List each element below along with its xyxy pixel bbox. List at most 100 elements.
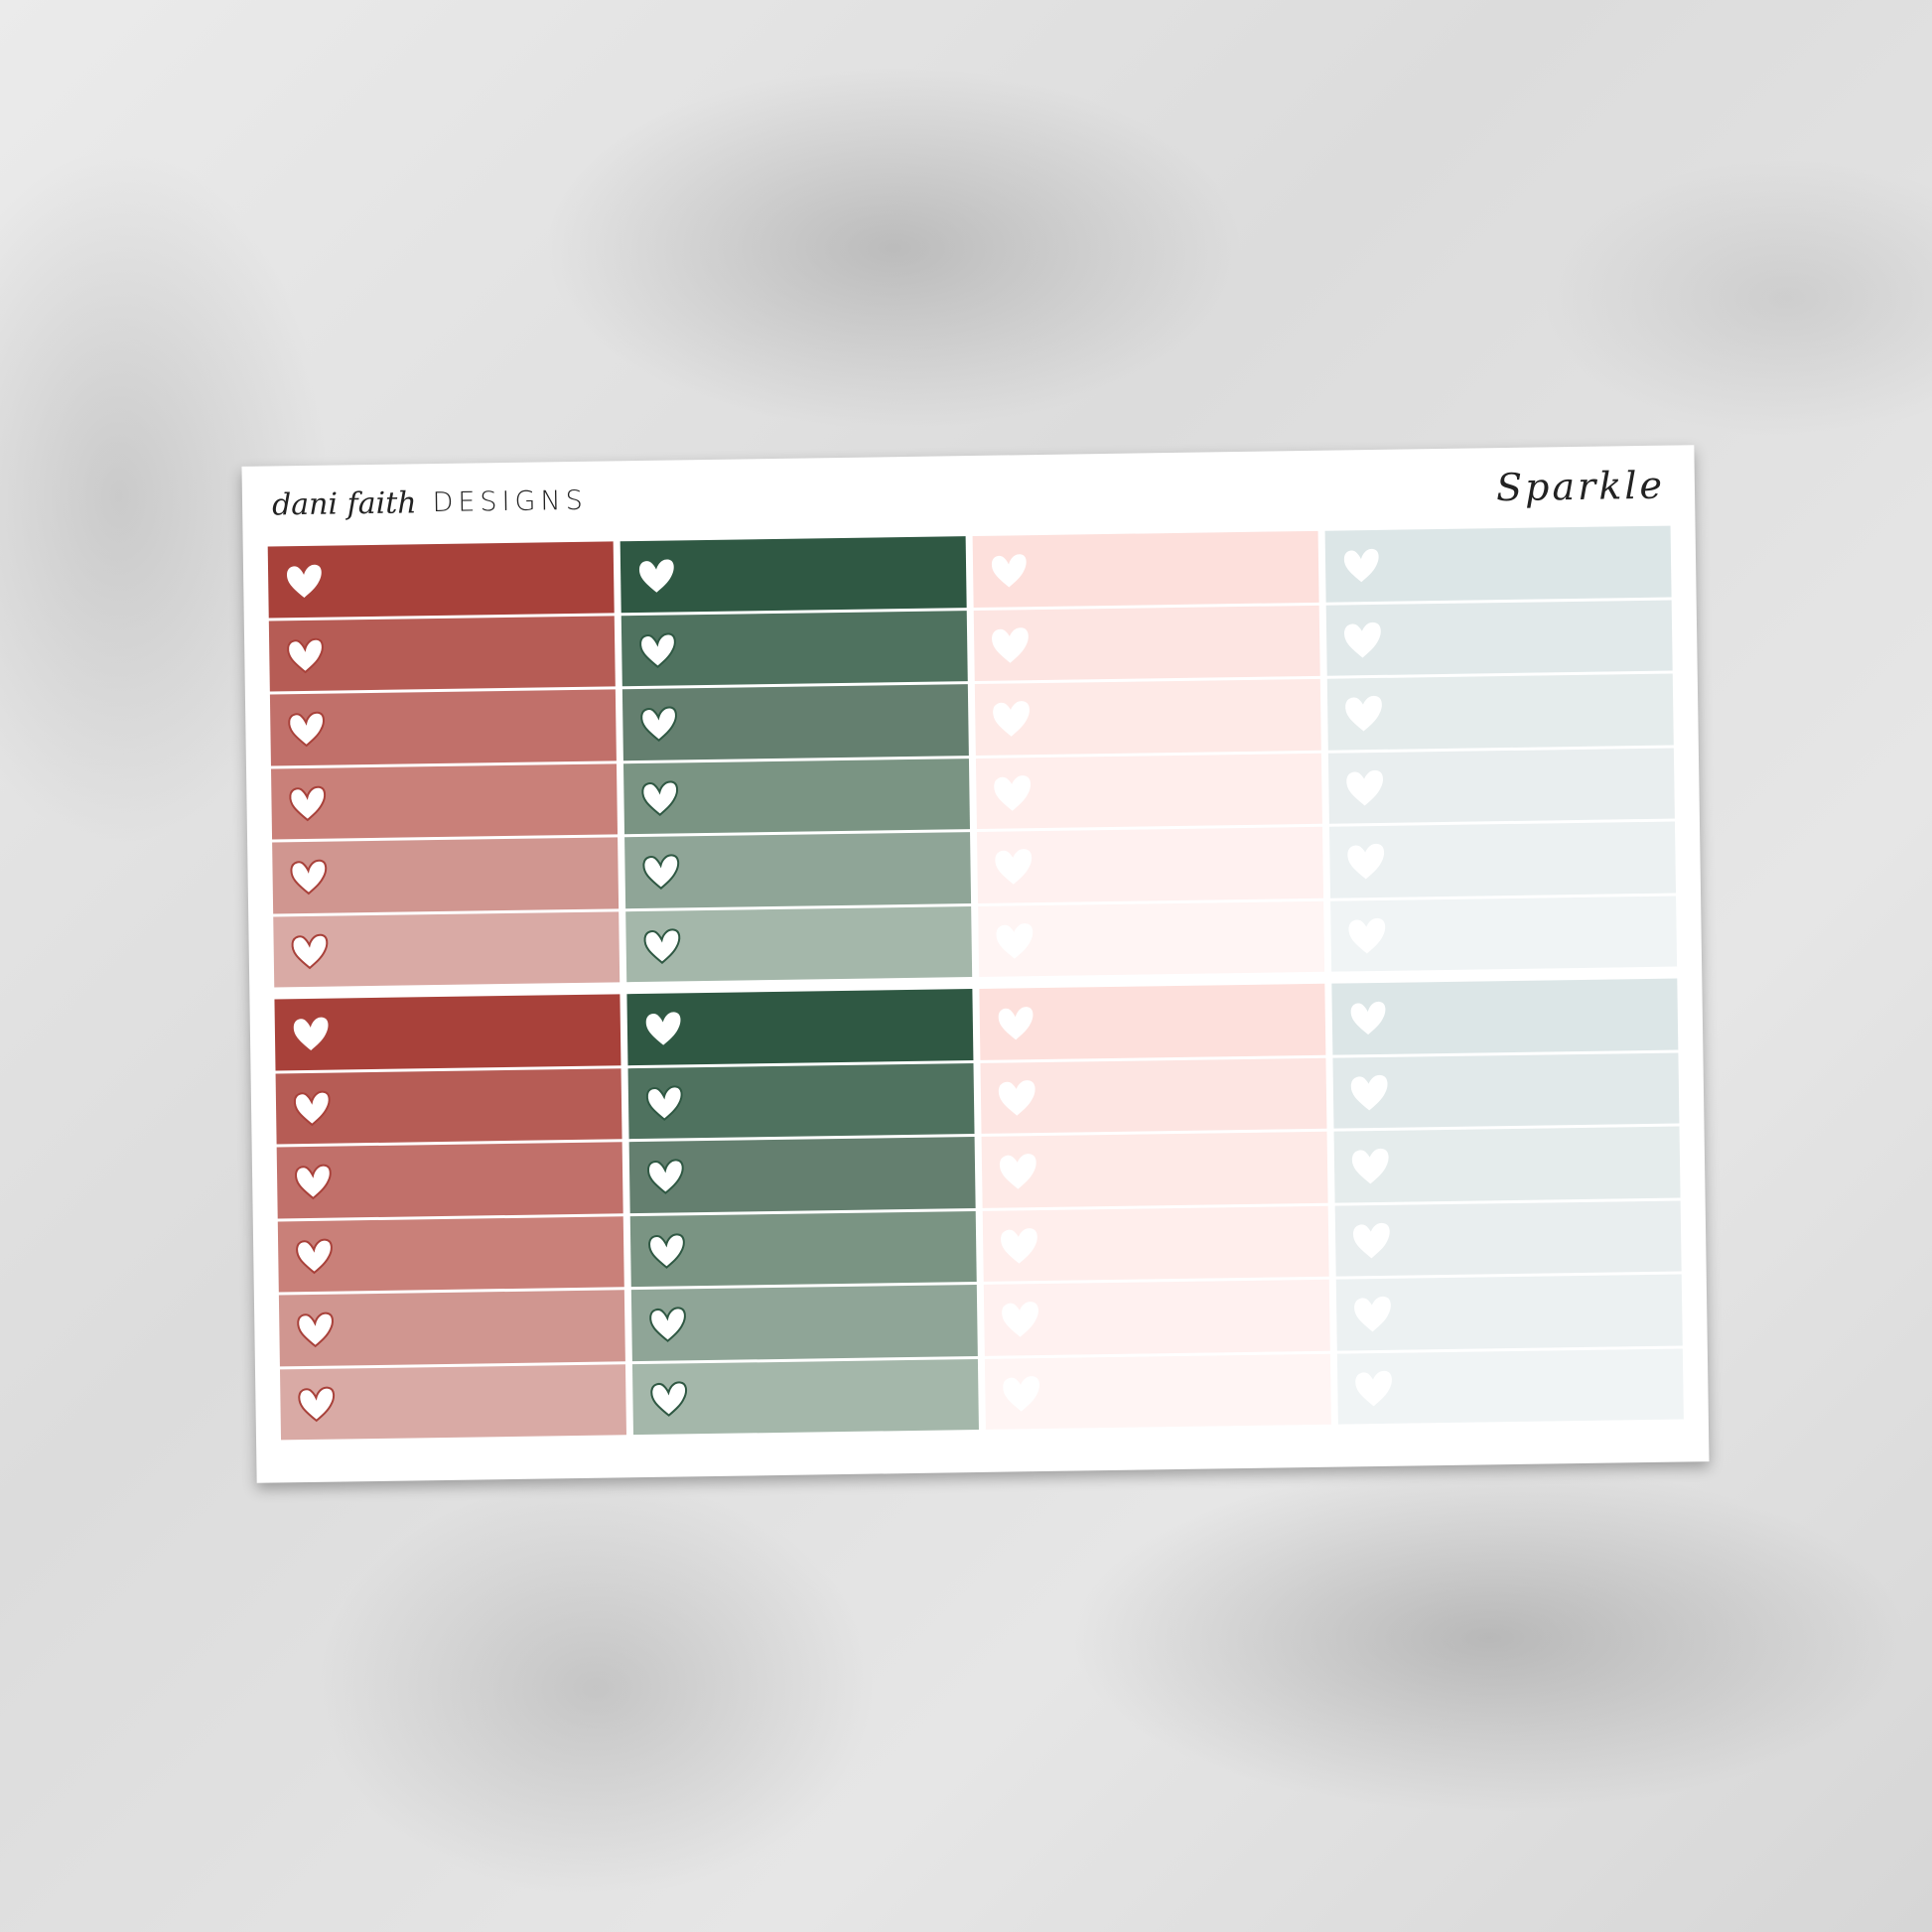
checklist-sticker (631, 1358, 979, 1436)
heart-icon (296, 1238, 333, 1274)
heart-icon (1347, 843, 1385, 880)
checklist-sticker (1333, 1126, 1681, 1203)
checklist-sticker (629, 1210, 977, 1288)
heart-icon (998, 1007, 1034, 1040)
heart-icon (1351, 1148, 1389, 1184)
heart-icon (996, 922, 1034, 959)
checklist-sticker (270, 762, 619, 840)
heart-icon (645, 1012, 681, 1045)
heart-icon (647, 1159, 684, 1194)
checklist-sticker (1336, 1347, 1684, 1425)
checklist-sticker (1325, 600, 1673, 676)
heart-icon (298, 1386, 336, 1422)
checklist-sticker (972, 530, 1319, 608)
checklist-sticker (620, 536, 967, 613)
heart-icon (649, 1307, 686, 1342)
checklist-sticker (980, 1057, 1327, 1134)
heart-icon (648, 1232, 685, 1269)
checklist-sticker (983, 1279, 1330, 1356)
checklist-sticker (626, 989, 974, 1065)
heart-icon (1343, 549, 1379, 583)
heart-icon (1354, 1296, 1391, 1332)
checklist-sticker (276, 1142, 623, 1218)
checklist-sticker (982, 1205, 1329, 1282)
heart-icon (992, 554, 1027, 588)
heart-icon (999, 1154, 1036, 1189)
heart-icon (642, 854, 680, 890)
checklist-sticker (627, 1062, 975, 1140)
checklist-sticker (277, 1215, 624, 1293)
sticker-column-blue (1324, 525, 1678, 972)
checklist-sticker (273, 910, 621, 988)
checklist-sticker (973, 605, 1320, 681)
heart-icon (645, 1084, 683, 1121)
sheet-title: Sparkle (1495, 463, 1666, 510)
heart-icon (287, 637, 324, 673)
checklist-sticker (979, 983, 1326, 1060)
checklist-sticker (1331, 978, 1679, 1055)
checklist-sticker (1328, 821, 1677, 898)
heart-icon (993, 701, 1030, 737)
heart-icon (1350, 1074, 1388, 1110)
heart-icon (639, 632, 676, 668)
sticker-block (274, 978, 1684, 1441)
checklist-sticker (1327, 748, 1675, 824)
heart-icon (639, 559, 674, 593)
checklist-sticker (278, 1290, 625, 1366)
heart-icon (650, 1380, 687, 1417)
sticker-column-green (626, 989, 979, 1436)
checklist-sticker (1326, 673, 1674, 751)
checklist-sticker (268, 615, 616, 692)
heart-icon (289, 785, 327, 821)
heart-icon (297, 1311, 334, 1348)
checklist-sticker (625, 905, 973, 983)
checklist-sticker (984, 1353, 1331, 1430)
checklist-sticker (621, 684, 969, 760)
heart-icon (293, 1090, 331, 1126)
heart-icon (287, 564, 322, 598)
checklist-sticker (974, 678, 1321, 756)
heart-icon (288, 711, 325, 748)
heart-icon (1353, 1222, 1390, 1258)
sticker-sheet: dani faith DESIGNS Sparkle (241, 445, 1710, 1483)
checklist-sticker (628, 1137, 976, 1213)
sticker-block (267, 525, 1678, 988)
heart-icon (995, 849, 1033, 885)
checklist-sticker (621, 610, 968, 687)
heart-icon (998, 1079, 1035, 1116)
brand-logo: dani faith DESIGNS (272, 483, 588, 523)
heart-icon (1001, 1227, 1037, 1264)
checklist-sticker (269, 689, 617, 766)
brand-word: DESIGNS (432, 484, 588, 519)
heart-icon (992, 626, 1029, 663)
checklist-sticker (267, 541, 615, 619)
heart-icon (640, 706, 677, 743)
checklist-sticker (622, 758, 970, 835)
heart-icon (293, 1017, 329, 1050)
heart-icon (1346, 769, 1383, 805)
sticker-column-pink (979, 983, 1331, 1430)
heart-icon (994, 774, 1031, 811)
checklist-sticker (975, 753, 1322, 829)
checklist-sticker (1332, 1052, 1680, 1129)
sticker-column-red (267, 541, 621, 988)
sticker-column-red (274, 994, 626, 1441)
checklist-sticker (978, 900, 1325, 977)
checklist-sticker (630, 1285, 978, 1361)
sticker-column-green (620, 536, 973, 983)
heart-icon (1350, 1001, 1386, 1035)
heart-icon (1348, 917, 1386, 953)
heart-icon (291, 933, 329, 969)
checklist-sticker (275, 1067, 622, 1145)
checklist-sticker (279, 1363, 626, 1441)
checklist-sticker (1335, 1274, 1683, 1351)
brand-script: dani faith (271, 485, 417, 523)
checklist-sticker (1334, 1199, 1682, 1277)
checklist-sticker (1330, 896, 1678, 972)
sticker-column-pink (972, 530, 1325, 977)
heart-icon (1003, 1375, 1039, 1412)
heart-icon (290, 859, 328, 896)
checklist-sticker (272, 837, 620, 913)
heart-icon (1002, 1302, 1038, 1337)
heart-icon (295, 1164, 332, 1200)
